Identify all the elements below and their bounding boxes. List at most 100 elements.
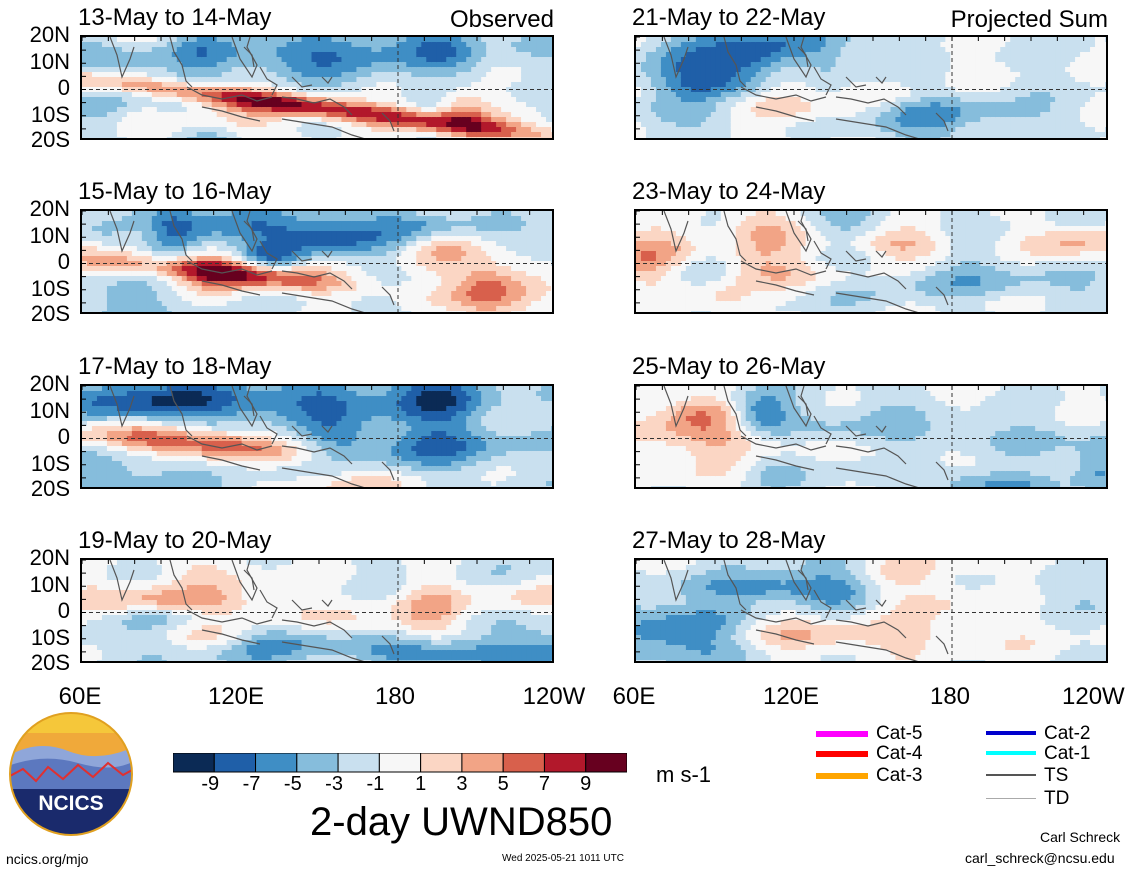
field-cell (1090, 102, 1096, 108)
field-cell (106, 97, 113, 103)
field-cell (266, 102, 273, 108)
coastline (109, 37, 135, 79)
field-cell (176, 77, 183, 83)
field-cell (291, 62, 298, 68)
field-cell (1015, 137, 1021, 138)
field-cell (161, 97, 168, 103)
field-cell (91, 67, 98, 73)
field-cell (900, 127, 907, 133)
field-cell (111, 102, 118, 108)
field-cell (176, 216, 183, 222)
field-cell (361, 117, 367, 123)
field-cell (790, 92, 797, 98)
field-cell (391, 47, 397, 53)
field-cell (201, 226, 208, 232)
field-cell (121, 296, 128, 302)
field-cell (306, 122, 313, 128)
field-cell (720, 42, 727, 48)
field-cell (456, 137, 462, 138)
field-cell (650, 117, 657, 123)
field-cell (186, 271, 193, 277)
field-cell (990, 62, 996, 68)
field-cell (840, 82, 847, 88)
field-cell (720, 62, 727, 68)
field-cell (456, 87, 462, 93)
field-cell (261, 92, 268, 98)
field-cell (740, 77, 747, 83)
field-cell (226, 246, 233, 252)
field-cell (750, 82, 757, 88)
field-cell (236, 97, 243, 103)
field-cell (640, 97, 647, 103)
field-cell (780, 77, 787, 83)
field-cell (1075, 77, 1081, 83)
field-cell (256, 241, 263, 247)
field-cell (171, 286, 178, 292)
field-cell (276, 311, 283, 312)
field-cell (171, 92, 178, 98)
field-cell (131, 102, 138, 108)
field-cell (91, 286, 98, 292)
field-cell (830, 127, 837, 133)
field-cell (446, 62, 452, 68)
field-cell (1050, 122, 1056, 128)
field-cell (875, 112, 882, 118)
lat-tick: 20N (29, 196, 70, 221)
field-cell (371, 42, 377, 48)
field-cell (1100, 102, 1106, 108)
field-cell (131, 216, 138, 222)
field-cell (910, 97, 917, 103)
field-cell (216, 47, 223, 53)
field-cell (1025, 47, 1031, 53)
field-cell (201, 216, 208, 222)
field-cell (885, 122, 892, 128)
field-cell (496, 97, 502, 103)
field-cell (1095, 77, 1101, 83)
field-cell (191, 47, 198, 53)
field-cell (176, 251, 183, 257)
field-cell (725, 112, 732, 118)
field-cell (246, 281, 253, 287)
field-cell (276, 127, 283, 133)
field-cell (126, 72, 133, 78)
field-cell (221, 256, 228, 262)
field-cell (760, 67, 767, 73)
field-cell (466, 137, 472, 138)
field-cell (1080, 37, 1086, 43)
field-cell (96, 37, 103, 43)
field-cell (680, 42, 687, 48)
field-cell (650, 132, 657, 138)
field-cell (366, 97, 372, 103)
field-cell (735, 122, 742, 128)
field-cell (156, 47, 163, 53)
field-cell (461, 67, 467, 73)
field-cell (935, 107, 941, 113)
field-cell (421, 102, 427, 108)
field-cell (845, 137, 852, 138)
field-cell (760, 82, 767, 88)
field-cell (1075, 72, 1081, 78)
field-cell (376, 77, 382, 83)
field-cell (161, 92, 168, 98)
field-cell (411, 107, 417, 113)
field-cell (96, 47, 103, 53)
field-cell (356, 117, 363, 123)
field-cell (121, 221, 128, 227)
field-cell (176, 117, 183, 123)
field-cell (865, 82, 872, 88)
field-cell (800, 77, 807, 83)
field-cell (231, 127, 238, 133)
field-cell (546, 132, 552, 138)
field-cell (196, 102, 203, 108)
field-cell (251, 92, 258, 98)
field-cell (376, 62, 382, 68)
field-cell (271, 241, 278, 247)
field-cell (940, 102, 946, 108)
field-cell (221, 57, 228, 63)
field-cell (261, 226, 268, 232)
field-cell (146, 296, 153, 302)
field-cell (546, 112, 552, 118)
field-cell (1100, 92, 1106, 98)
field-cell (760, 112, 767, 118)
field-cell (855, 62, 862, 68)
